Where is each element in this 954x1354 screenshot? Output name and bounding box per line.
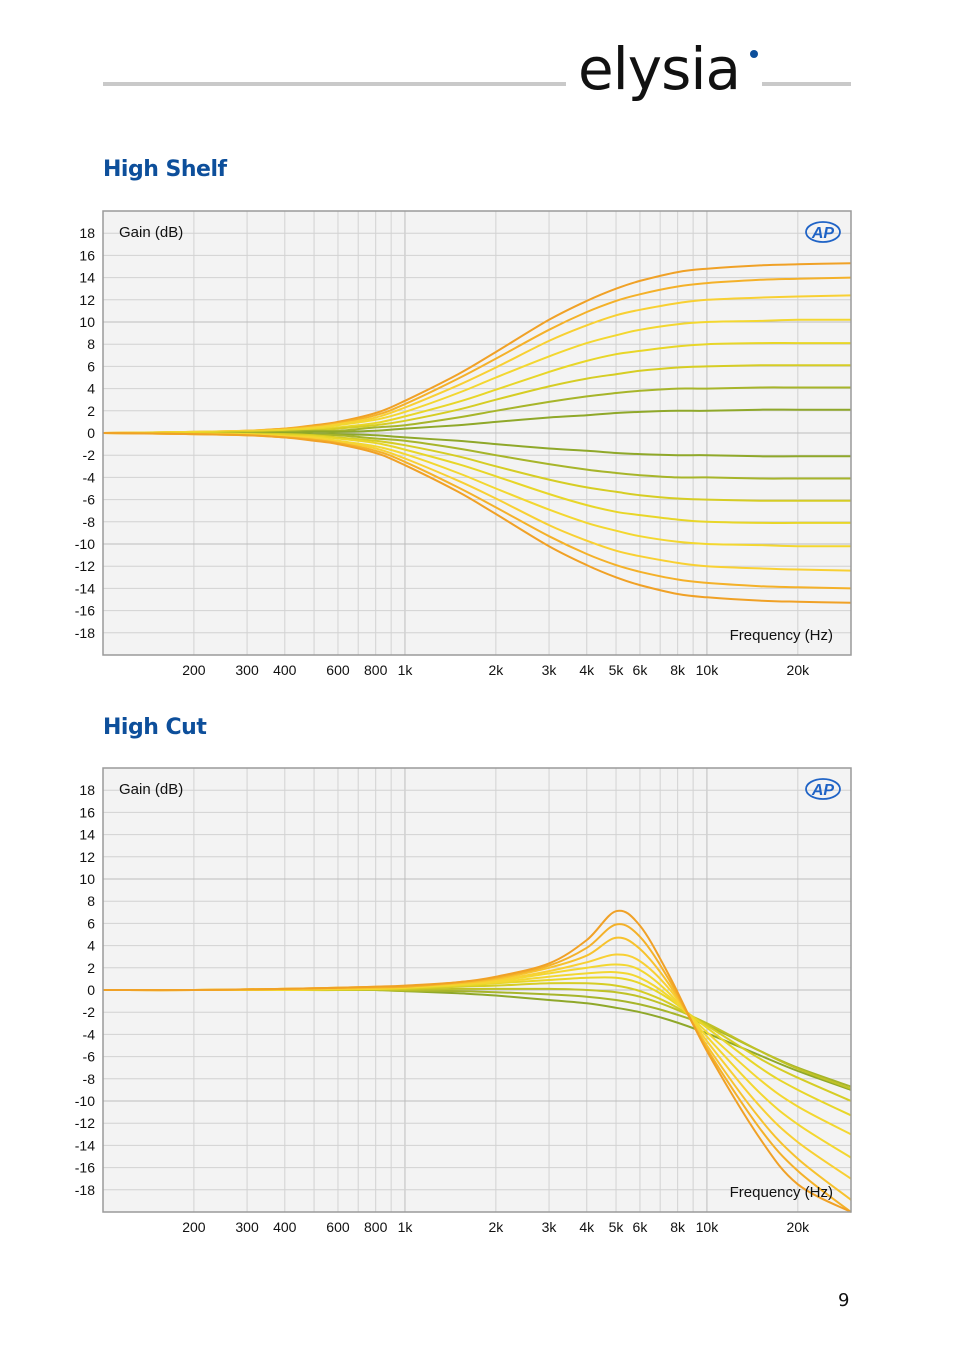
ap-logo-icon: AP (805, 778, 841, 800)
y-tick-label: 8 (87, 336, 95, 352)
y-tick-label: 10 (79, 314, 95, 330)
series-line (102, 909, 852, 1213)
y-tick-label: 4 (87, 938, 95, 954)
y-tick-label: -6 (83, 492, 96, 508)
x-axis: 200 300 400 600 800 1k 2k 3k 4k 5k 6k 8k 10k 20k (182, 1219, 810, 1235)
x-tick-label: 3k (542, 1219, 558, 1235)
y-tick-label: -14 (75, 1137, 95, 1153)
y-tick-label: 16 (79, 804, 95, 820)
y-tick-label: 16 (79, 247, 95, 263)
series-group (102, 909, 852, 1213)
y-tick-label: 2 (87, 960, 95, 976)
series-line (102, 342, 851, 435)
y-tick-label: 18 (79, 225, 95, 241)
ap-logo-icon: AP (805, 221, 841, 243)
y-tick-label: 14 (79, 270, 95, 286)
x-tick-label: 2k (488, 662, 504, 678)
x-axis-title: Frequency (Hz) (730, 1184, 833, 1201)
y-tick-label: -8 (83, 514, 96, 530)
brand-logo-dot (750, 50, 758, 58)
y-tick-label: 12 (79, 292, 95, 308)
y-tick-label: 6 (87, 915, 95, 931)
y-tick-label: -14 (75, 580, 95, 596)
high-shelf-chart: 18 16 14 12 10 8 6 4 2 0 -2 -4 -6 -8 -10 -12 -14 -16 -18 20… (75, 210, 852, 678)
x-tick-label: 600 (326, 662, 350, 678)
series-line (102, 432, 852, 604)
y-tick-label: -18 (75, 1182, 95, 1198)
x-tick-label: 2k (488, 1219, 504, 1235)
y-axis-title: Gain (dB) (119, 224, 183, 241)
y-tick-label: -4 (83, 469, 96, 485)
series-line (102, 318, 852, 434)
y-tick-label: 2 (87, 403, 95, 419)
y-tick-label: -16 (75, 1160, 95, 1176)
x-tick-label: 4k (579, 1219, 595, 1235)
x-tick-label: 800 (364, 662, 388, 678)
y-tick-label: 14 (79, 827, 95, 843)
series-line (102, 276, 852, 434)
y-tick-label: -4 (83, 1026, 96, 1042)
x-axis-title: Frequency (Hz) (730, 627, 833, 644)
x-tick-label: 5k (609, 1219, 625, 1235)
y-tick-label: 18 (79, 782, 95, 798)
y-tick-label: 6 (87, 358, 95, 374)
y-tick-label: 4 (87, 381, 95, 397)
y-axis-title: Gain (dB) (119, 781, 183, 798)
page-number: 9 (838, 1290, 850, 1311)
x-tick-label: 10k (696, 1219, 720, 1235)
x-tick-label: 200 (182, 1219, 206, 1235)
y-tick-label: -8 (83, 1071, 96, 1087)
x-tick-label: 4k (579, 662, 595, 678)
x-tick-label: 200 (182, 662, 206, 678)
series-line (102, 431, 851, 502)
header-rule-left (103, 82, 566, 86)
series-line (102, 431, 851, 524)
plot-frame (102, 767, 852, 1213)
ap-logo-text: AP (811, 225, 835, 242)
y-tick-label: -16 (75, 603, 95, 619)
x-tick-label: 1k (398, 1219, 414, 1235)
high-cut-chart: 18 16 14 12 10 8 6 4 2 0 -2 -4 -6 -8 -10 -12 -14 -16 -18 20… (75, 767, 852, 1235)
y-tick-label: -10 (75, 536, 95, 552)
x-tick-label: 600 (326, 1219, 350, 1235)
y-tick-label: -6 (83, 1049, 96, 1065)
y-axis: 18 16 14 12 10 8 6 4 2 0 -2 -4 -6 -8 -10 -12 -14 -16 -18 (75, 225, 95, 641)
section-title-high-shelf: High Shelf (103, 157, 227, 182)
y-tick-label: 0 (87, 982, 95, 998)
ap-logo-text: AP (811, 782, 835, 799)
series-line (102, 431, 851, 458)
x-tick-label: 10k (696, 662, 720, 678)
x-tick-label: 6k (633, 1219, 649, 1235)
y-tick-label: -12 (75, 558, 95, 574)
series-group (102, 262, 852, 604)
x-axis: 200 300 400 600 800 1k 2k 3k 4k 5k 6k 8k 10k 20k (182, 662, 810, 678)
y-tick-label: -2 (83, 1004, 96, 1020)
x-tick-label: 3k (542, 662, 558, 678)
x-tick-label: 20k (787, 1219, 811, 1235)
y-tick-label: 0 (87, 425, 95, 441)
x-tick-label: 6k (633, 662, 649, 678)
y-tick-label: 8 (87, 893, 95, 909)
section-title-high-cut: High Cut (103, 715, 207, 740)
x-tick-label: 5k (609, 662, 625, 678)
y-tick-label: 10 (79, 871, 95, 887)
x-tick-label: 8k (670, 662, 686, 678)
y-tick-label: 12 (79, 849, 95, 865)
x-tick-label: 400 (273, 662, 297, 678)
x-tick-label: 8k (670, 1219, 686, 1235)
y-tick-label: -12 (75, 1115, 95, 1131)
header-rule-right (762, 82, 851, 86)
plot-frame (102, 210, 852, 656)
y-tick-label: -2 (83, 447, 96, 463)
y-tick-label: -18 (75, 625, 95, 641)
y-tick-label: -10 (75, 1093, 95, 1109)
x-tick-label: 1k (398, 662, 414, 678)
x-tick-label: 300 (235, 1219, 259, 1235)
brand-logo: elysia (578, 35, 741, 103)
x-tick-label: 800 (364, 1219, 388, 1235)
x-tick-label: 400 (273, 1219, 297, 1235)
x-tick-label: 20k (787, 662, 811, 678)
y-axis: 18 16 14 12 10 8 6 4 2 0 -2 -4 -6 -8 -10 -12 -14 -16 -18 (75, 782, 95, 1198)
x-tick-label: 300 (235, 662, 259, 678)
